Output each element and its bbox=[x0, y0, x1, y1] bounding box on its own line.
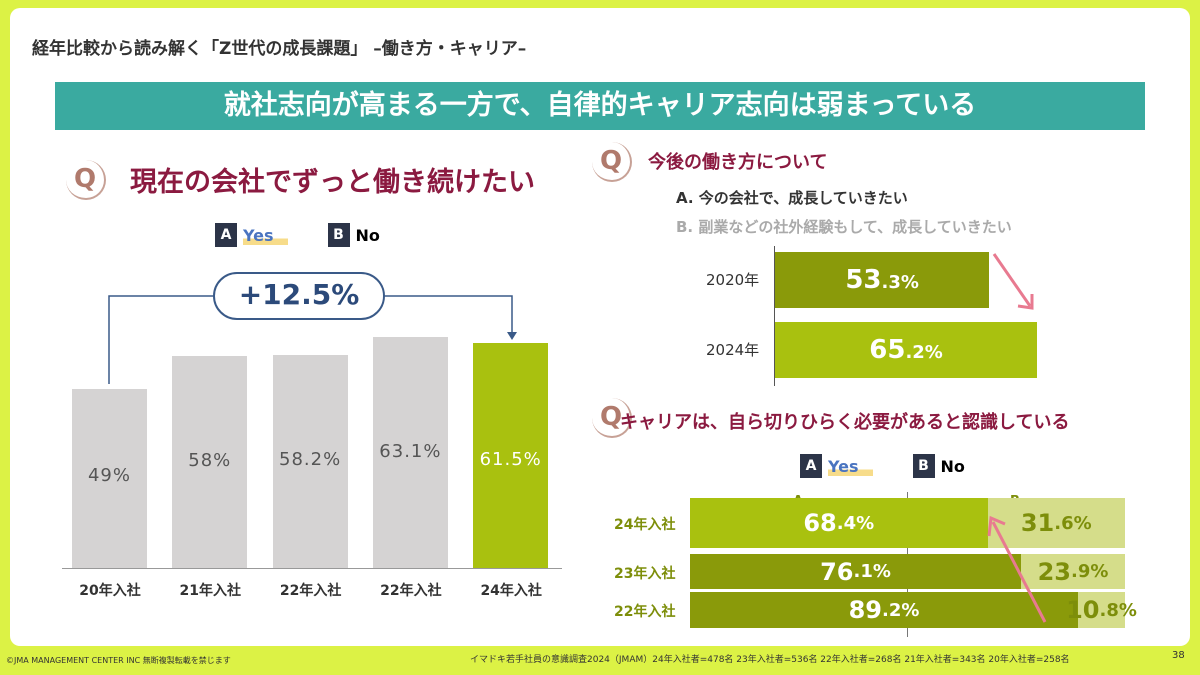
bar-value-label: 58.2% bbox=[279, 448, 342, 470]
increase-annotation: +12.5% bbox=[238, 278, 360, 311]
x-axis bbox=[62, 568, 562, 569]
headline-banner: 就社志向が高まる一方で、自律的キャリア志向は弱まっている bbox=[55, 82, 1145, 130]
segment-value-dec: .8% bbox=[1099, 599, 1137, 621]
segment-value-dec: .2% bbox=[882, 599, 920, 621]
bar bbox=[72, 388, 147, 568]
segment-a: 76.1% bbox=[690, 554, 1022, 589]
segment-value-int: 68 bbox=[803, 509, 837, 537]
segment-value-dec: .9% bbox=[1071, 561, 1109, 582]
x-tick-label: 21年入社 bbox=[179, 583, 242, 599]
segment-value-dec: .4% bbox=[836, 512, 875, 534]
legend-no: No bbox=[940, 456, 965, 476]
segment-b: 10.8% bbox=[1066, 592, 1137, 628]
question-heading-2: 今後の働き方について bbox=[648, 152, 828, 173]
source-note: イマドキ若手社員の意識調査2024（JMAM）24年入社者=478名 23年入社… bbox=[470, 655, 1070, 665]
y-tick-label: 23年入社 bbox=[614, 565, 676, 582]
q-icon: Q bbox=[592, 142, 632, 182]
trend-arrow bbox=[987, 515, 1047, 623]
x-tick-label: 22年入社 bbox=[380, 583, 442, 599]
y-tick-label: 22年入社 bbox=[614, 604, 676, 620]
x-tick-label: 24年入社 bbox=[480, 583, 542, 599]
legend-1: A Yes B No bbox=[215, 223, 380, 247]
segment-value-int: 89 bbox=[848, 596, 882, 624]
decrease-arrow bbox=[992, 253, 1034, 310]
segment-value-int: 23 bbox=[1037, 557, 1071, 586]
bar-value-label: 58% bbox=[188, 449, 232, 471]
segment-b: 31.6% bbox=[987, 498, 1125, 548]
segment-value-dec: .6% bbox=[1054, 512, 1092, 534]
segment-value-dec: .1% bbox=[853, 561, 891, 582]
y-axis bbox=[774, 246, 775, 386]
copyright: ©JMA MANAGEMENT CENTER INC 無断複製転載を禁じます bbox=[6, 656, 231, 665]
legend-no: No bbox=[355, 225, 380, 245]
question-heading-1: 現在の会社でずっと働き続けたい bbox=[130, 167, 535, 198]
bar-value-dec: .3% bbox=[881, 272, 919, 293]
q-icon: Q bbox=[66, 160, 106, 200]
y-tick-label: 2024年 bbox=[706, 341, 760, 359]
x-tick-label: 20年入社 bbox=[79, 583, 141, 599]
q-icon: Q bbox=[592, 398, 632, 438]
legend-b-box: B bbox=[327, 223, 350, 247]
bar bbox=[473, 342, 549, 568]
bar-value-int: 65 bbox=[869, 335, 906, 365]
bar: 65.2% bbox=[775, 322, 1038, 378]
segment-value-int: 31 bbox=[1020, 509, 1055, 537]
bar-value-label: 63.1% bbox=[379, 441, 442, 463]
increase-bracket bbox=[108, 272, 517, 384]
bar-value-label: 61.5% bbox=[479, 448, 542, 470]
bar bbox=[172, 355, 248, 568]
segment-a: 89.2% bbox=[690, 592, 1079, 628]
x-tick-label: 22年入社 bbox=[279, 583, 342, 599]
legend-yes: Yes bbox=[243, 225, 288, 245]
y-tick-label: 24年入社 bbox=[614, 517, 676, 533]
segment-b: 23.9% bbox=[1021, 554, 1125, 589]
bar-value-dec: .2% bbox=[905, 342, 943, 363]
slide-title: 経年比較から読み解く「Z世代の成長課題」 –働き方・キャリア– bbox=[32, 39, 527, 59]
segment-value-int: 76 bbox=[820, 557, 854, 586]
segment-a: 68.4% bbox=[690, 498, 988, 548]
legend-a-box: A bbox=[800, 454, 822, 478]
segment-value-int: 10 bbox=[1066, 596, 1100, 624]
legend-b-box: B bbox=[912, 454, 935, 478]
legend-a-box: A bbox=[215, 223, 237, 247]
legend-yes: Yes bbox=[828, 456, 873, 476]
bar bbox=[372, 337, 448, 568]
bar-value-int: 53 bbox=[845, 265, 882, 295]
legend-2: A Yes B No bbox=[800, 454, 965, 478]
page-number: 38 bbox=[1172, 650, 1185, 661]
bar-value-label: 49% bbox=[87, 464, 131, 486]
option-a: A. 今の会社で、成長していきたい bbox=[676, 189, 908, 207]
y-tick-label: 2020年 bbox=[706, 271, 760, 289]
bar bbox=[272, 354, 348, 568]
question-heading-3: キャリアは、自ら切りひらく必要があると認識している bbox=[620, 412, 1070, 433]
bar: 53.3% bbox=[775, 252, 990, 308]
option-b: B. 副業などの社外経験もして、成長していきたい bbox=[676, 218, 1012, 236]
